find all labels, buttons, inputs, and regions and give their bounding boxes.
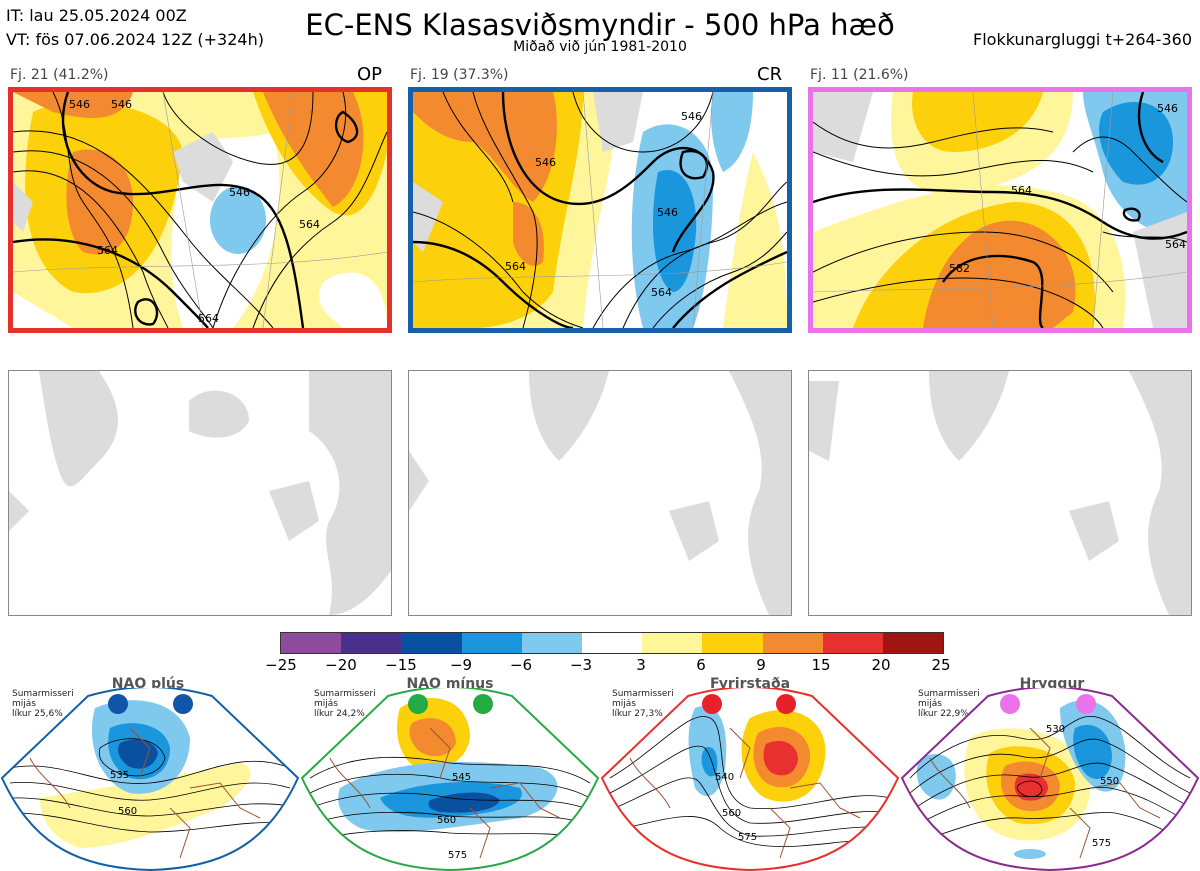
cluster-2-anomaly-field: 546 546 546 564 564 <box>413 92 787 328</box>
contour-label: 564 <box>299 218 320 231</box>
colorbar-tick: 9 <box>756 656 766 674</box>
colorbar-tick: −20 <box>325 656 357 674</box>
cluster-2-map: 546 546 546 564 564 <box>408 87 792 333</box>
contour-label: 546 <box>1157 102 1178 115</box>
contour-label: 575 <box>738 832 757 843</box>
colorbar-tick: 6 <box>696 656 706 674</box>
colorbar-swatch <box>762 633 823 653</box>
contour-label: 546 <box>535 156 556 169</box>
cluster-1-label: Fj. 21 (41.2%) <box>10 67 109 83</box>
colorbar-tick: 3 <box>636 656 646 674</box>
contour-label: 564 <box>198 312 219 325</box>
colorbar-swatch <box>281 633 342 653</box>
contour-label: 564 <box>1011 184 1032 197</box>
contour-label: 564 <box>1165 238 1186 251</box>
colorbar-tick: −15 <box>385 656 417 674</box>
regime-2-map: 545 560 575 <box>300 688 600 871</box>
empty-map-2 <box>408 370 792 616</box>
contour-label: 560 <box>437 815 456 826</box>
valid-time: VT: fös 07.06.2024 12Z (+324h) <box>6 30 264 49</box>
contour-label: 546 <box>681 110 702 123</box>
cluster-3-anomaly-field: 564 582 546 564 <box>813 92 1187 328</box>
cluster-1-map: 546 564 546 564 546 564 <box>8 87 392 333</box>
colorbar-swatch <box>401 633 462 653</box>
colorbar-tick: 25 <box>931 656 951 674</box>
contour-label: 545 <box>452 772 471 783</box>
contour-label: 560 <box>722 808 741 819</box>
colorbar-swatch <box>882 633 944 653</box>
empty-map-1 <box>8 370 392 616</box>
classification-window: Flokkunargluggi t+264-360 <box>973 30 1192 49</box>
colorbar-swatch <box>822 633 883 653</box>
colorbar-tick: −9 <box>449 656 473 674</box>
contour-label: 564 <box>97 244 118 257</box>
contour-label: 575 <box>1092 838 1111 849</box>
cluster-2-tag: CR <box>757 64 783 85</box>
contour-label: 564 <box>505 260 526 273</box>
colorbar-tick: −3 <box>569 656 593 674</box>
page-subtitle: Miðað við jún 1981-2010 <box>513 39 687 55</box>
cluster-1-anomaly-field: 546 564 546 564 546 564 <box>13 92 387 328</box>
regime-1-season: Sumarmisseri mijás líkur 25,6% <box>12 689 74 719</box>
regime-4-season: Sumarmisseri mijás líkur 22,9% <box>918 689 980 719</box>
contour-label: 564 <box>651 286 672 299</box>
contour-label: 560 <box>118 806 137 817</box>
contour-label: 575 <box>448 850 467 861</box>
colorbar-swatch <box>341 633 402 653</box>
cluster-3-map: 564 582 546 564 <box>808 87 1192 333</box>
regime-1-map: 535 560 <box>0 688 300 871</box>
contour-label: 546 <box>657 206 678 219</box>
regime-3-map: 540 560 575 <box>600 688 900 871</box>
contour-label: 546 <box>111 98 132 111</box>
empty-map-3 <box>808 370 1192 616</box>
colorbar-swatch <box>642 633 703 653</box>
colorbar-tick: 20 <box>871 656 891 674</box>
regime-4-map: 530 550 575 <box>900 688 1200 871</box>
colorbar-swatch <box>702 633 763 653</box>
cluster-1-tag: OP <box>357 64 383 85</box>
colorbar-tick: −25 <box>265 656 297 674</box>
contour-label: 582 <box>949 262 970 275</box>
colorbar-swatch <box>581 633 643 653</box>
colorbar-tick: −6 <box>509 656 533 674</box>
init-time: IT: lau 25.05.2024 00Z <box>6 6 187 25</box>
contour-label: 546 <box>69 98 90 111</box>
colorbar <box>280 632 944 654</box>
page-title: EC-ENS Klasasviðsmyndir - 500 hPa hæð <box>305 8 895 42</box>
contour-label: 540 <box>715 772 734 783</box>
colorbar-tick: 15 <box>811 656 831 674</box>
regime-3-season: Sumarmisseri mijás líkur 27,3% <box>612 689 674 719</box>
cluster-3-label: Fj. 11 (21.6%) <box>810 67 909 83</box>
regime-2-season: Sumarmisseri mijás líkur 24,2% <box>314 689 376 719</box>
contour-label: 550 <box>1100 776 1119 787</box>
contour-label: 530 <box>1046 724 1065 735</box>
colorbar-swatch <box>461 633 522 653</box>
cluster-2-label: Fj. 19 (37.3%) <box>410 67 509 83</box>
colorbar-swatch <box>521 633 582 653</box>
contour-label: 546 <box>229 186 250 199</box>
contour-label: 535 <box>110 770 129 781</box>
